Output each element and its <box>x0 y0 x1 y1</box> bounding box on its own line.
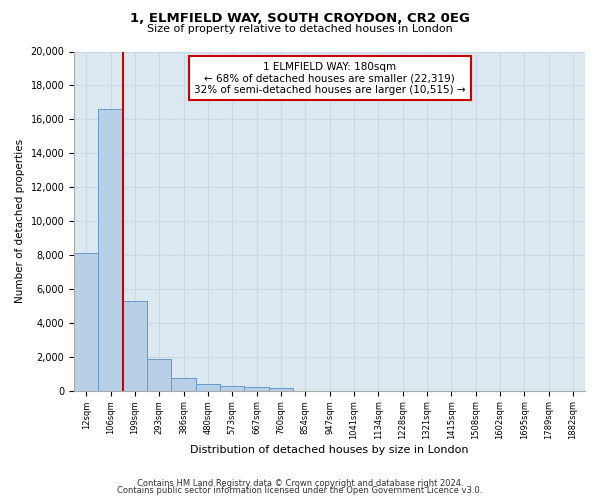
Bar <box>196 384 220 390</box>
Bar <box>98 109 123 390</box>
Bar <box>244 387 269 390</box>
Bar <box>147 359 172 390</box>
Bar <box>220 386 244 390</box>
Text: Size of property relative to detached houses in London: Size of property relative to detached ho… <box>147 24 453 34</box>
Bar <box>74 254 98 390</box>
Text: Contains HM Land Registry data © Crown copyright and database right 2024.: Contains HM Land Registry data © Crown c… <box>137 478 463 488</box>
Bar <box>172 378 196 390</box>
Y-axis label: Number of detached properties: Number of detached properties <box>15 139 25 303</box>
X-axis label: Distribution of detached houses by size in London: Distribution of detached houses by size … <box>190 445 469 455</box>
Bar <box>123 300 147 390</box>
Bar <box>269 388 293 390</box>
Text: 1 ELMFIELD WAY: 180sqm
← 68% of detached houses are smaller (22,319)
32% of semi: 1 ELMFIELD WAY: 180sqm ← 68% of detached… <box>194 62 466 95</box>
Text: 1, ELMFIELD WAY, SOUTH CROYDON, CR2 0EG: 1, ELMFIELD WAY, SOUTH CROYDON, CR2 0EG <box>130 12 470 26</box>
Text: Contains public sector information licensed under the Open Government Licence v3: Contains public sector information licen… <box>118 486 482 495</box>
